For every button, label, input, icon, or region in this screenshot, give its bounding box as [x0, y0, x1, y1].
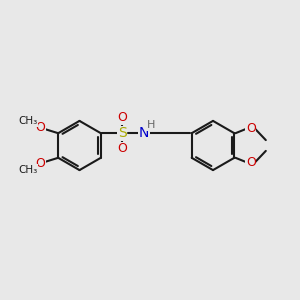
Text: O: O [35, 121, 45, 134]
Text: O: O [246, 156, 256, 169]
Text: O: O [118, 111, 127, 124]
Text: H: H [146, 120, 155, 130]
Text: O: O [246, 122, 256, 135]
Text: CH₃: CH₃ [18, 116, 37, 126]
Text: S: S [118, 126, 127, 140]
Text: O: O [35, 157, 45, 170]
Text: N: N [139, 126, 149, 140]
Text: O: O [118, 142, 127, 155]
Text: CH₃: CH₃ [18, 165, 37, 175]
